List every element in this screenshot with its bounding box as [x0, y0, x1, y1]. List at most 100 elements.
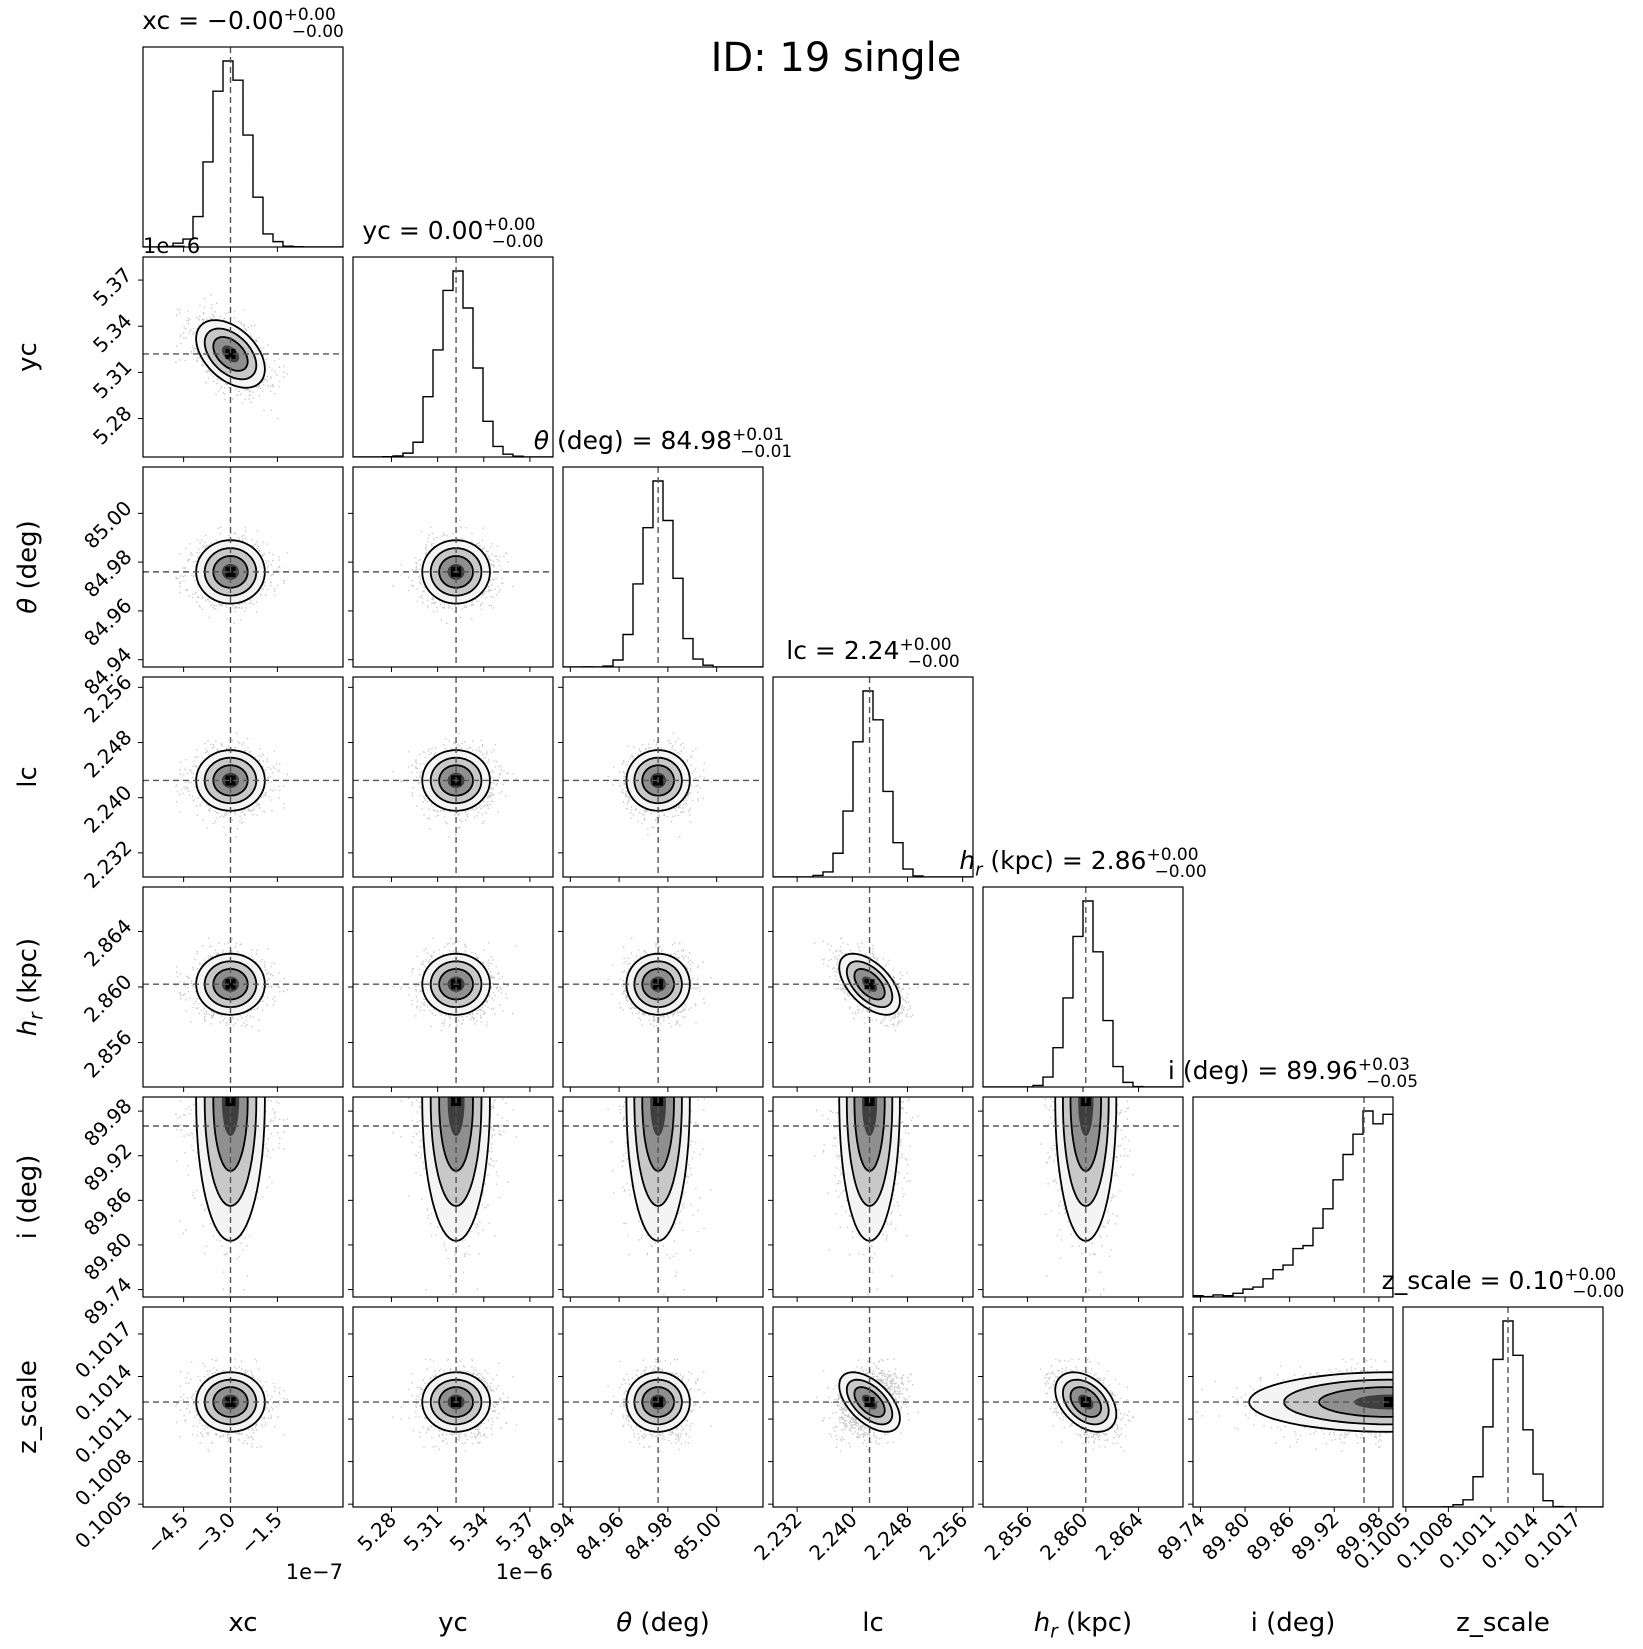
scatter-panel-4-1 [348, 886, 554, 1092]
histogram-panel-1: yc = 0.00+0.00 −0.00 [352, 215, 554, 462]
scatter-panel-4-3 [768, 886, 974, 1092]
x-axis-label: i (deg) [1251, 1608, 1336, 1638]
panel-frame [352, 466, 554, 668]
y-axis-label: z_scale [13, 1360, 43, 1454]
density-peak [225, 979, 236, 990]
scatter-panel-5-1 [348, 1096, 554, 1302]
panel-frame [142, 1306, 344, 1508]
scatter-panel-5-3 [768, 1096, 974, 1302]
x-axis-label: hr (kpc) [1034, 1608, 1132, 1643]
panel-frame [772, 676, 974, 878]
sample-points [175, 519, 289, 624]
y-axis-label: i (deg) [13, 1155, 43, 1240]
x-tick-label: 2.248 [860, 1508, 917, 1565]
density-contour [1078, 1097, 1094, 1136]
x-offset-label: 1e−6 [496, 1560, 553, 1584]
y-tick-label: 5.28 [88, 401, 136, 449]
density-peak [864, 979, 875, 990]
histogram-panel-0: xc = −0.00+0.00 −0.00 [142, 5, 344, 252]
histogram-step [353, 270, 553, 457]
panel-frame [1192, 1306, 1394, 1508]
x-tick-label: 89.80 [1197, 1508, 1254, 1565]
panel-frame [352, 676, 554, 878]
x-axis-label: yc [438, 1608, 468, 1638]
param-title: xc = −0.00+0.00 −0.00 [142, 5, 344, 42]
y-tick-label: 85.00 [79, 496, 136, 553]
y-axis-label: yc [13, 342, 43, 372]
param-title: hr (kpc) = 2.86+0.00 −0.00 [959, 845, 1206, 882]
x-axis-label: xc [228, 1608, 257, 1638]
density-contour [447, 1097, 465, 1136]
x-tick-label: 2.232 [749, 1508, 806, 1565]
y-tick-label: 2.860 [79, 970, 136, 1027]
histogram-panel-5: i (deg) = 89.96+0.03 −0.05 [1168, 1055, 1418, 1302]
x-tick-label: 85.00 [669, 1508, 726, 1565]
x-axis-label: θ (deg) [616, 1608, 709, 1638]
x-axis-label: lc [862, 1608, 884, 1638]
y-axis-label: θ (deg) [13, 520, 43, 613]
x-tick-label: 84.98 [620, 1508, 677, 1565]
x-tick-label: 2.864 [1091, 1508, 1148, 1565]
param-title: z_scale = 0.10+0.00 −0.00 [1382, 1265, 1625, 1302]
x-tick-label: −1.5 [236, 1508, 287, 1559]
histogram-step [773, 690, 973, 877]
histogram-step [1193, 1110, 1393, 1297]
param-title: i (deg) = 89.96+0.03 −0.05 [1168, 1055, 1418, 1092]
x-tick-label: 2.856 [980, 1508, 1037, 1565]
x-offset-label: 1e−7 [286, 1560, 343, 1584]
histogram-panel-2: θ (deg) = 84.98+0.01 −0.01 [534, 425, 793, 672]
param-title: θ (deg) = 84.98+0.01 −0.01 [534, 425, 793, 462]
y-tick-label: 89.92 [79, 1138, 136, 1195]
y-tick-label: 2.240 [79, 780, 136, 837]
x-tick-label: 5.31 [399, 1508, 447, 1556]
panel-frame [772, 1096, 974, 1298]
panel-frame [562, 466, 764, 668]
y-tick-label: 5.34 [88, 309, 136, 357]
x-tick-label: 89.86 [1242, 1508, 1299, 1565]
histogram-step [1403, 1320, 1603, 1507]
y-tick-label: 89.80 [79, 1228, 136, 1285]
param-title: lc = 2.24+0.00 −0.00 [786, 635, 959, 672]
scatter-panel-2-1 [348, 466, 554, 672]
y-tick-label: 2.864 [79, 914, 136, 971]
scatter-panel-5-4 [978, 1096, 1184, 1302]
panel-frame [562, 676, 764, 878]
panel-frame [142, 676, 344, 878]
x-tick-label: 5.34 [445, 1508, 493, 1556]
y-offset-label: 1e−6 [143, 234, 200, 258]
x-tick-label: 89.74 [1153, 1508, 1210, 1565]
x-tick-label: 2.240 [804, 1508, 861, 1565]
x-axis-label: z_scale [1456, 1608, 1550, 1638]
y-tick-label: 2.232 [79, 835, 136, 892]
histogram-panel-6: 0.10050.10080.10110.10140.1017z_scalez_s… [1349, 1265, 1624, 1638]
histogram-step [143, 60, 343, 247]
panel-frame [562, 1306, 764, 1508]
panel-frame [352, 256, 554, 458]
scatter-panel-1-0: 5.285.315.345.37 yc 1e−6 [13, 234, 344, 462]
scatter-panel-6-0: −4.5−3.0−1.5xc1e−70.10050.10080.10110.10… [13, 1306, 344, 1638]
scatter-panel-3-1 [348, 676, 554, 882]
y-tick-label: 89.86 [79, 1183, 136, 1240]
x-tick-label: 2.256 [915, 1508, 972, 1565]
scatter-panel-4-2 [558, 886, 764, 1092]
density-peak [225, 348, 236, 359]
y-tick-label: 84.98 [79, 545, 136, 602]
sample-points [392, 937, 518, 1032]
y-tick-label: 89.98 [79, 1094, 136, 1151]
panel-frame [772, 1306, 974, 1508]
x-tick-label: 2.860 [1035, 1508, 1092, 1565]
x-tick-label: 89.92 [1286, 1508, 1343, 1565]
y-tick-label: 5.31 [88, 355, 136, 403]
panel-frame [1402, 1306, 1604, 1508]
panel-frame [1192, 1096, 1394, 1298]
y-tick-label: 5.37 [88, 263, 136, 311]
y-tick-label: 2.856 [79, 1025, 136, 1082]
y-axis-label: lc [13, 766, 43, 788]
param-title: yc = 0.00+0.00 −0.00 [362, 215, 543, 252]
